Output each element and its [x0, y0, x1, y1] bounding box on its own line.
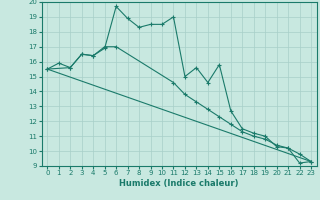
X-axis label: Humidex (Indice chaleur): Humidex (Indice chaleur)	[119, 179, 239, 188]
